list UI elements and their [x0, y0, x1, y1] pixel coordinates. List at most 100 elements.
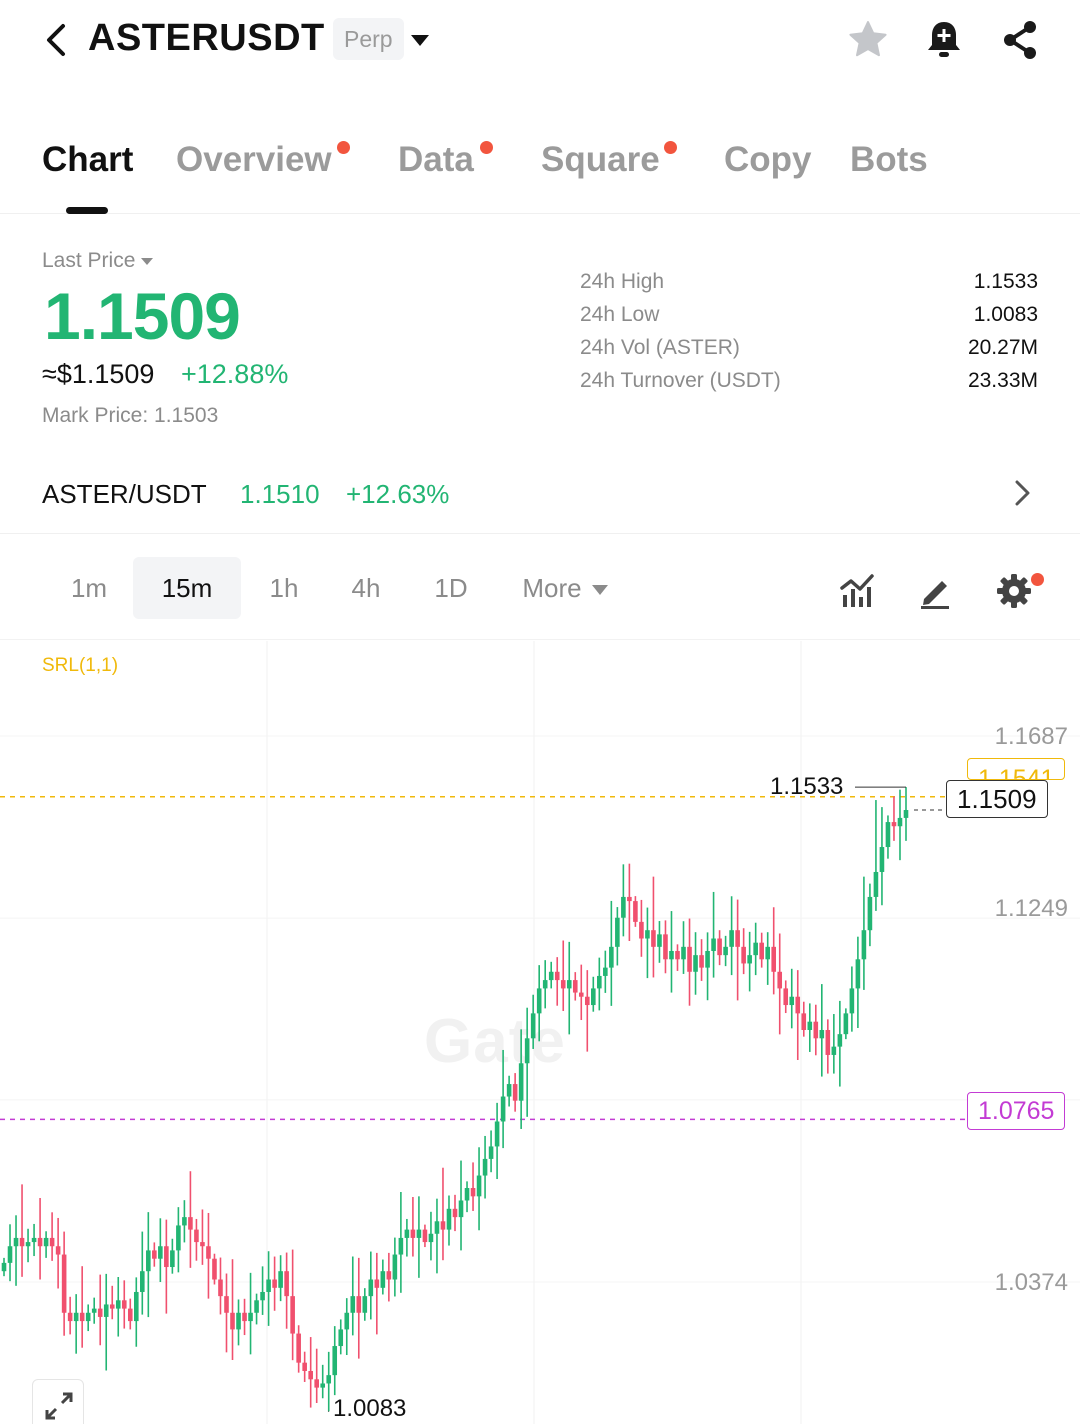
candle-body [350, 1296, 356, 1313]
candle-body [146, 1250, 151, 1272]
share-icon[interactable] [998, 18, 1042, 62]
contract-type-badge[interactable]: Perp [333, 18, 404, 60]
chart-settings-gear-icon[interactable] [994, 571, 1034, 611]
candle-body [699, 955, 704, 968]
candle-body [789, 996, 795, 1006]
candle-body [675, 950, 680, 960]
stat-label: 24h High [580, 270, 665, 293]
candle-body [170, 1250, 175, 1268]
gate-watermark: Gate [424, 1007, 566, 1076]
candle-body [248, 1312, 253, 1322]
tab-chart[interactable]: Chart [42, 140, 134, 179]
favorite-star-icon[interactable] [846, 18, 890, 62]
stat-24h-turnover: 24h Turnover (USDT) 23.33M [580, 369, 1040, 402]
spot-pair-name: ASTER/USDT [42, 479, 207, 509]
mark-price-label: Mark Price: [42, 404, 149, 427]
candle-body [314, 1379, 319, 1388]
24h-change-percent: +12.88% [181, 359, 289, 389]
candle-body [242, 1312, 247, 1322]
candle-body [344, 1312, 350, 1330]
candle-body [332, 1346, 338, 1376]
drawing-tools-icon[interactable] [916, 571, 956, 611]
spot-change-percent: +12.63% [346, 479, 450, 509]
tab-copy[interactable]: Copy [724, 140, 812, 179]
candle-body [188, 1217, 193, 1230]
spot-market-link[interactable]: ASTER/USDT 1.1510 +12.63% [0, 460, 1080, 534]
tab-overview[interactable]: Overview [176, 140, 332, 179]
tab-bots[interactable]: Bots [850, 140, 928, 179]
24h-stats: 24h High 1.1533 24h Low 1.0083 24h Vol (… [580, 270, 1040, 402]
tab-square[interactable]: Square [541, 140, 660, 179]
y-axis-tick: 1.1249 [994, 895, 1068, 922]
candle-body [103, 1304, 109, 1317]
spot-price: 1.1510 [240, 479, 320, 509]
candle-body [440, 1221, 446, 1230]
candle-body [687, 946, 692, 972]
candle-body [584, 996, 590, 1006]
current-price-tag[interactable]: 1.1509 [946, 780, 1048, 818]
candle-body [603, 967, 608, 976]
candle-body [843, 1013, 849, 1035]
stat-label: 24h Low [580, 303, 660, 326]
candle-body [368, 1279, 374, 1297]
last-price-value: 1.1509 [44, 279, 241, 353]
candle-body [115, 1300, 121, 1309]
candlestick-chart[interactable]: Gate SRL(1,1) 1.1687 1.1249 1.0374 1.154… [0, 641, 1080, 1424]
srl-upper-price-tag: 1.1541 [967, 758, 1066, 780]
candle-body [85, 1312, 91, 1322]
back-arrow-icon[interactable] [38, 20, 78, 60]
interval-1h[interactable]: 1h [269, 573, 299, 603]
candle-body [615, 917, 620, 947]
candle-body [230, 1312, 235, 1330]
candle-body [398, 1237, 404, 1255]
candle-body [158, 1246, 163, 1259]
candle-body [25, 1242, 31, 1247]
interval-more-dropdown[interactable]: More [510, 557, 620, 619]
price-alert-bell-icon[interactable] [922, 18, 966, 62]
candle-body [566, 980, 572, 989]
candle-body [272, 1279, 277, 1288]
interval-4h[interactable]: 4h [351, 573, 381, 603]
candle-body [410, 1229, 416, 1238]
usd-equivalent-price: ≈$1.1509 [42, 359, 155, 389]
stat-value: 20.27M [967, 336, 1038, 359]
candle-body [182, 1217, 187, 1226]
candle-body [651, 930, 656, 947]
candle-body [404, 1229, 410, 1238]
candle-body [109, 1304, 115, 1309]
chevron-right-icon [1015, 480, 1030, 506]
interval-1d[interactable]: 1D [434, 573, 468, 603]
interval-1m[interactable]: 1m [70, 573, 108, 603]
candle-body [260, 1291, 265, 1301]
candle-body [669, 950, 674, 960]
top-bar: ASTERUSDT Perp [0, 0, 1080, 84]
symbol-title[interactable]: ASTERUSDT [88, 17, 325, 59]
candle-body [133, 1291, 139, 1322]
fullscreen-expand-button[interactable] [32, 1379, 84, 1424]
candle-body [663, 934, 668, 960]
candle-body [867, 896, 873, 931]
candle-body [705, 950, 710, 968]
settings-notification-dot [1031, 573, 1044, 586]
mark-price-value: 1.1503 [154, 404, 219, 427]
chart-high-label: 1.1533 [770, 773, 844, 800]
tab-data[interactable]: Data [398, 140, 474, 179]
candle-body [1, 1262, 7, 1272]
candle-body [855, 959, 861, 989]
candle-body [693, 955, 698, 972]
candle-body [681, 946, 686, 960]
candle-body [639, 921, 644, 939]
more-caret-icon [591, 585, 608, 596]
candle-body [374, 1279, 380, 1288]
indicators-icon[interactable] [838, 571, 878, 611]
last-price-label: Last Price [42, 249, 136, 272]
candle-body [747, 955, 752, 964]
candle-body [428, 1233, 434, 1243]
candle-body [326, 1375, 332, 1384]
candle-body [777, 971, 783, 989]
interval-15m[interactable]: 15m [133, 557, 241, 619]
candle-body [765, 946, 770, 960]
tab-data-notification-dot [480, 141, 493, 154]
last-price-selector[interactable]: Last Price [42, 249, 154, 273]
symbol-dropdown-caret-icon[interactable] [411, 35, 429, 46]
